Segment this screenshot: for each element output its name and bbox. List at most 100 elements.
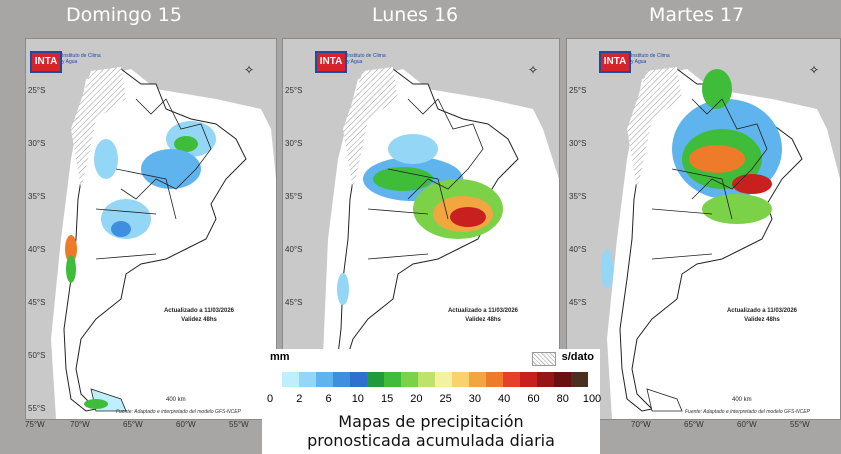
updated-label-1: Actualizado a 11/03/2026 (163, 308, 235, 314)
inta-logo-3: INTA (599, 51, 631, 73)
legend-swatch (367, 372, 384, 387)
lon-label: 55°W (790, 420, 810, 429)
caption: Mapas de precipitación pronosticada acum… (262, 412, 600, 450)
inta-logo-text: INTA (319, 56, 343, 67)
lat-label: 30°S (28, 139, 46, 148)
legend-tick-label: 60 (527, 393, 540, 405)
legend-swatch (350, 372, 367, 387)
legend-tick-label: 2 (296, 393, 303, 405)
precip-blobs-2 (337, 134, 503, 305)
legend-swatch (571, 372, 588, 387)
svg-text:✧: ✧ (809, 63, 819, 77)
map-panel-lunes: ✧ INTA Instituto de Clima y Agua 25°S 30… (282, 38, 560, 356)
lat-label: 55°S (28, 404, 46, 413)
precip-map-2: ✧ (283, 39, 559, 355)
validity-label-3: Validez 48hs (744, 317, 780, 323)
lat-label: 35°S (569, 192, 587, 201)
legend-unit: mm (270, 351, 290, 363)
inta-logo-text: INTA (34, 56, 58, 67)
legend-tick-label: 6 (325, 393, 332, 405)
lat-label: 25°S (285, 86, 303, 95)
scale-label-1: 400 km (166, 397, 186, 403)
lon-label: 65°W (684, 420, 704, 429)
caption-line-2: pronosticada acumulada diaria (307, 431, 555, 450)
lon-label: 60°W (737, 420, 757, 429)
svg-text:✧: ✧ (528, 63, 538, 77)
legend-swatch (486, 372, 503, 387)
inta-logo-2: INTA (315, 51, 347, 73)
legend-tick-label: 25 (439, 393, 452, 405)
lat-label: 40°S (569, 245, 587, 254)
no-data-swatch (532, 352, 556, 366)
legend-swatch (401, 372, 418, 387)
legend-swatch (520, 372, 537, 387)
lon-label: 65°W (123, 420, 143, 429)
legend-swatch (418, 372, 435, 387)
lat-label: 40°S (285, 245, 303, 254)
lat-label: 45°S (28, 298, 46, 307)
lon-label: 70°W (70, 420, 90, 429)
legend-tick-label: 20 (410, 393, 423, 405)
legend-swatch (299, 372, 316, 387)
lat-label: 50°S (28, 351, 46, 360)
inta-logo-text: INTA (603, 56, 627, 67)
caption-line-1: Mapas de precipitación (338, 412, 524, 431)
legend-swatch (537, 372, 554, 387)
inta-subtitle-3: Instituto de Clima y Agua (631, 53, 670, 65)
legend-tick-label: 80 (556, 393, 569, 405)
lat-label: 40°S (28, 245, 46, 254)
inta-subtitle-2: Instituto de Clima y Agua (347, 53, 386, 65)
legend-no-data: s/dato (561, 351, 594, 363)
map-panel-domingo: ✧ INTA Instituto de Clima y Agua 25°S 30… (25, 38, 277, 420)
lat-label: 25°S (28, 86, 46, 95)
legend-swatch (384, 372, 401, 387)
lon-label: 60°W (176, 420, 196, 429)
map-panel-martes: ✧ INTA Instituto de Clima y Agua 25°S 30… (566, 38, 841, 420)
precip-blobs-3 (601, 69, 782, 289)
legend-tick-label: 30 (468, 393, 482, 405)
precip-map-1: ✧ (26, 39, 276, 419)
day-title-3: Martes 17 (649, 4, 745, 26)
caption-bg (262, 409, 600, 454)
legend-swatch (503, 372, 520, 387)
precip-blobs-1 (65, 121, 216, 409)
lat-label: 45°S (285, 298, 303, 307)
precip-map-3: ✧ (567, 39, 840, 419)
legend-swatch (435, 372, 452, 387)
lat-label: 30°S (569, 139, 587, 148)
legend-tick-label: 15 (380, 393, 394, 405)
legend-tick-label: 0 (266, 393, 274, 405)
legend-swatch (333, 372, 350, 387)
legend-tick-label: 100 (582, 393, 602, 405)
lon-row-1: 75°W 70°W 65°W 60°W 55°W (25, 420, 275, 432)
lon-label: 75°W (25, 420, 45, 429)
inta-logo-1: INTA (30, 51, 62, 73)
legend-swatch (554, 372, 571, 387)
lon-label: 55°W (229, 420, 249, 429)
lat-label: 25°S (569, 86, 587, 95)
legend-swatch (469, 372, 486, 387)
day-title-2: Lunes 16 (372, 4, 459, 26)
updated-label-3: Actualizado a 11/03/2026 (726, 308, 798, 314)
source-label-1: Fuente: Adaptado e interpretado del mode… (116, 409, 241, 415)
scale-label-3: 400 km (732, 397, 752, 403)
day-title-1: Domingo 15 (66, 4, 182, 26)
lat-label: 45°S (569, 298, 587, 307)
legend-color-bar (282, 372, 588, 387)
lat-label: 35°S (28, 192, 46, 201)
lon-label: 70°W (631, 420, 651, 429)
validity-label-2: Validez 48hs (465, 317, 501, 323)
lon-row-3: 75°W 70°W 65°W 60°W 55°W (566, 420, 839, 432)
source-label-3: Fuente: Adaptado e interpretado del mode… (685, 409, 810, 415)
legend-ticks: 0 2 6 10 15 20 25 30 40 60 80 100 (262, 393, 602, 407)
lat-label: 35°S (285, 192, 303, 201)
legend-swatch (452, 372, 469, 387)
lat-label: 30°S (285, 139, 303, 148)
legend-swatch (316, 372, 333, 387)
inta-subtitle-1: Instituto de Clima y Agua (62, 53, 101, 65)
legend-tick-label: 40 (498, 393, 511, 405)
updated-label-2: Actualizado a 11/03/2026 (447, 308, 519, 314)
validity-label-1: Validez 48hs (181, 317, 217, 323)
legend-swatch (282, 372, 299, 387)
svg-text:✧: ✧ (244, 63, 254, 77)
